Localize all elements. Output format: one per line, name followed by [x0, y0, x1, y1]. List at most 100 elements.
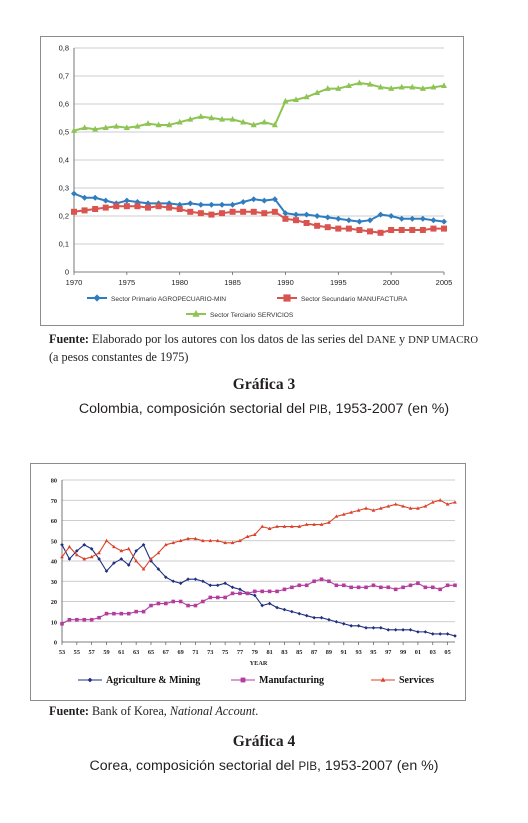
- data-point: [453, 634, 457, 638]
- data-point: [92, 194, 99, 201]
- data-point: [312, 615, 316, 620]
- data-point: [176, 118, 183, 125]
- data-point: [215, 538, 220, 543]
- data-point: [240, 208, 247, 215]
- x-tick-label: 1985: [224, 278, 241, 287]
- data-point: [230, 540, 235, 545]
- y-tick-label: 40: [51, 559, 57, 566]
- data-point: [419, 227, 426, 233]
- data-point: [416, 581, 420, 586]
- data-point: [208, 595, 213, 600]
- data-point: [371, 626, 376, 630]
- data-point: [367, 228, 373, 235]
- korea-source-note: Fuente: Bank of Korea, National Account.: [49, 703, 479, 719]
- data-point: [282, 587, 287, 592]
- data-point: [164, 601, 168, 606]
- x-tick-label: 2005: [436, 278, 453, 287]
- data-point: [67, 557, 72, 561]
- data-point: [445, 583, 450, 588]
- data-point: [208, 538, 213, 543]
- data-point: [89, 617, 94, 622]
- data-point: [267, 601, 272, 606]
- data-point: [408, 506, 413, 510]
- source-italic: National Account: [169, 704, 256, 718]
- data-point: [423, 585, 428, 590]
- data-point: [367, 80, 373, 87]
- data-point: [275, 589, 279, 594]
- data-point: [401, 628, 405, 632]
- x-tick-label: 93: [355, 649, 361, 656]
- data-point: [230, 591, 235, 596]
- data-point: [341, 512, 346, 516]
- source-dot: .: [255, 704, 259, 718]
- data-point: [81, 207, 88, 214]
- y-tick-label: 80: [51, 478, 57, 485]
- x-tick-label: 91: [341, 649, 347, 656]
- x-tick-label: 81: [266, 649, 272, 656]
- source-label: Fuente:: [49, 704, 89, 718]
- data-point: [430, 632, 435, 636]
- source-text-b: (a pesos constantes de 1975): [49, 350, 189, 364]
- data-point: [303, 220, 310, 226]
- data-point: [356, 585, 361, 590]
- data-point: [112, 544, 116, 549]
- data-point: [187, 208, 194, 215]
- data-point: [134, 609, 138, 614]
- y-tick-label: 0,5: [59, 128, 69, 137]
- data-point: [92, 125, 99, 132]
- data-point: [238, 538, 242, 543]
- data-point: [250, 208, 257, 215]
- data-point: [123, 203, 130, 210]
- data-point: [345, 225, 352, 232]
- data-point: [215, 595, 220, 600]
- data-point: [197, 210, 204, 217]
- data-point: [126, 611, 131, 616]
- data-point: [377, 229, 384, 236]
- source-label: Fuente:: [49, 332, 89, 346]
- data-point: [304, 613, 309, 618]
- data-point: [171, 599, 176, 604]
- y-tick-label: 0,6: [59, 100, 69, 109]
- data-point: [441, 82, 447, 89]
- x-tick-label: 59: [103, 649, 109, 656]
- data-point: [379, 585, 383, 590]
- data-point: [223, 540, 227, 545]
- data-point: [275, 605, 279, 610]
- data-point: [193, 536, 198, 541]
- data-point: [419, 85, 426, 91]
- data-point: [419, 215, 426, 222]
- data-point: [250, 121, 257, 128]
- legend-label: Sector Terciario SERVICIOS: [210, 312, 294, 319]
- data-point: [334, 514, 339, 518]
- data-point: [430, 217, 437, 224]
- data-point: [252, 589, 257, 594]
- data-point: [215, 583, 220, 588]
- data-point: [335, 215, 342, 222]
- data-point: [71, 190, 77, 197]
- data-point: [371, 583, 376, 588]
- data-point: [430, 225, 437, 232]
- x-tick-label: 69: [177, 649, 183, 656]
- data-point: [267, 589, 272, 594]
- data-point: [178, 538, 183, 543]
- data-point: [230, 585, 235, 590]
- data-point: [327, 617, 331, 622]
- data-point: [186, 577, 190, 582]
- data-point: [409, 83, 416, 90]
- data-point: [453, 583, 457, 588]
- data-point: [367, 217, 373, 224]
- data-point: [377, 83, 384, 90]
- data-point: [126, 563, 131, 567]
- y-tick-label: 0,3: [59, 184, 69, 193]
- data-point: [398, 83, 405, 90]
- data-point: [201, 599, 205, 604]
- data-point: [304, 522, 309, 526]
- figure-3-title: Gráfica 3: [232, 376, 296, 393]
- data-point: [155, 121, 162, 128]
- data-point: [104, 538, 109, 543]
- y-tick-label: 0,4: [59, 156, 69, 165]
- data-point: [149, 556, 153, 561]
- subtitle-pib: PIB: [298, 761, 318, 773]
- data-point: [261, 210, 268, 217]
- data-point: [219, 115, 225, 122]
